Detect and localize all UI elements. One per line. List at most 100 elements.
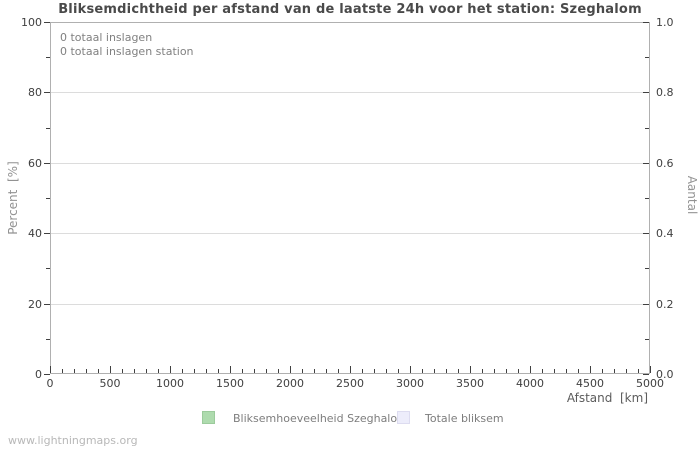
x-axis-tick-label: 0 [46, 377, 54, 390]
x-axis-tick [302, 369, 303, 373]
y-left-axis-tick [46, 57, 50, 58]
x-axis-tick [62, 369, 63, 373]
legend-label-total: Totale bliksem [425, 412, 504, 425]
x-axis-tick-label: 2000 [276, 377, 304, 390]
x-axis-tick [614, 369, 615, 373]
y-left-axis-tick [44, 374, 50, 375]
h-gridline [51, 163, 649, 164]
x-axis-tick [50, 366, 51, 373]
legend-label-station: Bliksemhoeveelheid Szeghalom [233, 412, 408, 425]
legend-swatch-total [397, 411, 410, 424]
y-left-axis-tick [44, 92, 50, 93]
x-axis-tick-label: 1500 [216, 377, 244, 390]
y-left-axis-title: Percent [%] [6, 161, 20, 235]
x-axis-tick [422, 369, 423, 373]
x-axis-tick-label: 1000 [156, 377, 184, 390]
y-right-axis-tick [645, 198, 649, 199]
y-left-tick-label: 60 [28, 157, 42, 170]
y-right-axis-tick [643, 22, 649, 23]
plot-area [50, 22, 650, 374]
y-left-axis-tick [44, 163, 50, 164]
y-left-axis-tick [46, 198, 50, 199]
y-right-axis-tick [643, 92, 649, 93]
x-axis-tick [290, 366, 291, 373]
x-axis-tick [194, 369, 195, 373]
x-axis-tick [434, 369, 435, 373]
y-right-axis-tick [645, 57, 649, 58]
x-axis-tick [650, 366, 651, 373]
y-right-tick-label: 0.4 [656, 227, 674, 240]
y-right-tick-label: 0.8 [656, 86, 674, 99]
y-left-axis-tick [46, 128, 50, 129]
x-axis-tick [362, 369, 363, 373]
x-axis-tick-label: 4500 [576, 377, 604, 390]
y-right-axis-tick [645, 128, 649, 129]
x-axis-tick [542, 369, 543, 373]
x-axis-tick-label: 500 [99, 377, 121, 390]
x-axis-tick [182, 369, 183, 373]
x-axis-tick [470, 366, 471, 373]
y-right-tick-label: 0.6 [656, 157, 674, 170]
x-axis-tick-label: 3000 [396, 377, 424, 390]
y-left-tick-label: 0 [35, 368, 42, 381]
y-right-axis-title: Aantal [685, 175, 699, 215]
x-axis-tick [278, 369, 279, 373]
x-axis-tick [110, 366, 111, 373]
x-axis-tick [86, 369, 87, 373]
y-right-axis-tick [643, 233, 649, 234]
x-axis-tick [410, 366, 411, 373]
x-axis-tick [230, 366, 231, 373]
x-axis-tick [458, 369, 459, 373]
x-axis-tick [554, 369, 555, 373]
y-right-axis-tick [643, 163, 649, 164]
x-axis-tick [386, 369, 387, 373]
x-axis-tick [566, 369, 567, 373]
x-axis-title: Afstand [km] [566, 391, 648, 405]
y-right-axis-tick [645, 268, 649, 269]
legend-swatch-station [202, 411, 215, 424]
x-axis-tick [398, 369, 399, 373]
x-axis-tick [578, 369, 579, 373]
x-axis-tick [626, 369, 627, 373]
x-axis-tick [254, 369, 255, 373]
watermark-link[interactable]: www.lightningmaps.org [8, 434, 138, 447]
x-axis-tick [590, 366, 591, 373]
h-gridline [51, 304, 649, 305]
x-axis-tick [350, 366, 351, 373]
chart-title: Bliksemdichtheid per afstand van de laat… [58, 2, 642, 17]
annotation-station-strikes: 0 totaal inslagen station [60, 45, 194, 58]
y-right-tick-label: 0.0 [656, 368, 674, 381]
x-axis-tick [530, 366, 531, 373]
x-axis-tick [146, 369, 147, 373]
annotation-total-strikes: 0 totaal inslagen [60, 31, 153, 44]
x-axis-tick [206, 369, 207, 373]
x-axis-tick [518, 369, 519, 373]
strike-count-annotation: 0 totaal inslagen 0 totaal inslagen stat… [60, 31, 194, 59]
h-gridline [51, 233, 649, 234]
x-axis-tick [482, 369, 483, 373]
x-axis-tick [494, 369, 495, 373]
x-axis-tick [338, 369, 339, 373]
x-axis-tick [506, 369, 507, 373]
x-axis-tick-label: 5000 [636, 377, 664, 390]
y-left-tick-label: 100 [21, 16, 42, 29]
h-gridline [51, 92, 649, 93]
x-axis-tick [122, 369, 123, 373]
x-axis-tick-label: 3500 [456, 377, 484, 390]
y-left-axis-tick [44, 304, 50, 305]
x-axis-tick [446, 369, 447, 373]
x-axis-tick [602, 369, 603, 373]
x-axis-tick [218, 369, 219, 373]
y-left-tick-label: 80 [28, 86, 42, 99]
x-axis-tick [170, 366, 171, 373]
y-right-tick-label: 0.2 [656, 298, 674, 311]
x-axis-tick [242, 369, 243, 373]
y-left-tick-label: 40 [28, 227, 42, 240]
x-axis-tick [134, 369, 135, 373]
y-right-tick-label: 1.0 [656, 16, 674, 29]
x-axis-tick [266, 369, 267, 373]
y-right-axis-tick [643, 304, 649, 305]
y-right-axis-tick [645, 339, 649, 340]
y-right-axis-tick [643, 374, 649, 375]
